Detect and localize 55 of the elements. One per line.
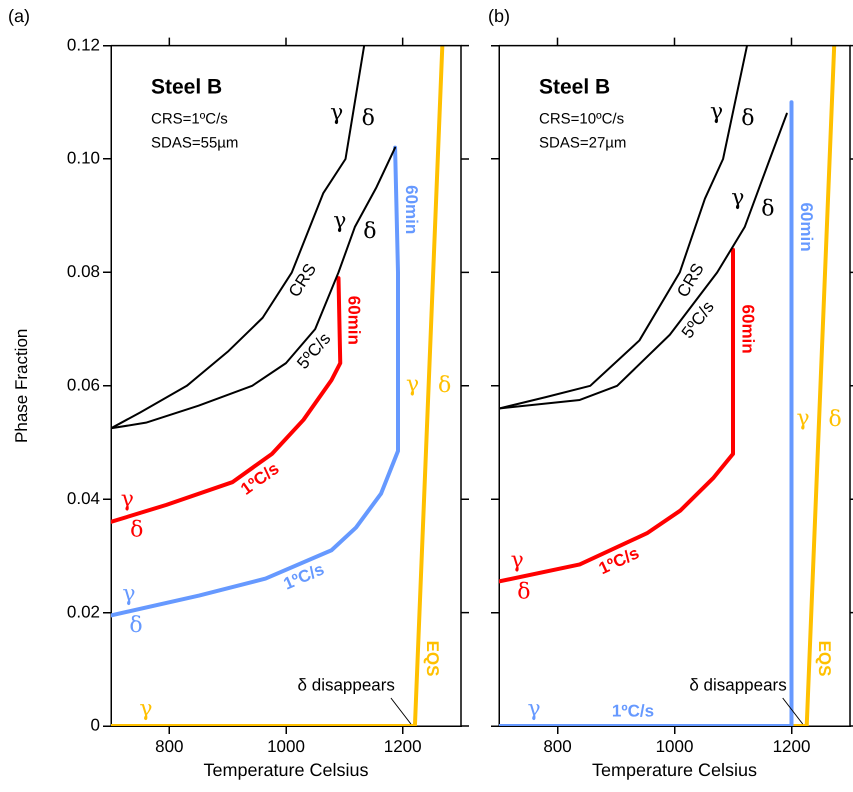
annotation: 60min (344, 296, 364, 345)
annotation: δ (517, 579, 530, 604)
annotation: δ (129, 612, 143, 638)
annotation: 1ºC/s (280, 559, 327, 594)
y-tick-label: 0 (90, 716, 100, 735)
annotation: 1ºC/s (596, 543, 642, 578)
annotation: 60min (796, 202, 816, 252)
y-tick-label: 0.04 (66, 488, 100, 508)
y-tick-label: 0.02 (66, 602, 100, 622)
annotation: CRS=1ºC/s (151, 110, 228, 128)
chart-title: (b) (488, 6, 510, 26)
y-axis-title: Phase Fraction (12, 328, 31, 443)
annotation: δ (761, 196, 775, 222)
annotation: δ disappears (298, 676, 395, 695)
x-axis-title: Temperature Celsius (203, 760, 369, 780)
annotation: γ (710, 99, 724, 124)
x-tick-label: 1000 (656, 736, 694, 756)
y-tick-label: 0.08 (66, 262, 100, 282)
x-axis-title: Temperature Celsius (592, 760, 758, 780)
y-tick-label: 0.10 (66, 148, 100, 168)
annotation: EQS (422, 640, 442, 676)
x-tick-label: 800 (543, 736, 572, 756)
x-tick-label: 1200 (384, 736, 422, 756)
annotation: 60min (402, 185, 421, 234)
annotation: γ (796, 406, 810, 431)
x-tick-label: 800 (155, 736, 184, 756)
y-tick-label: 0.12 (66, 35, 100, 54)
annotation: δ (438, 373, 452, 398)
x-tick-label: 1200 (772, 736, 810, 756)
annotation: γ (139, 696, 153, 722)
annotation: γ (731, 186, 744, 211)
annotation: Steel B (151, 75, 222, 98)
annotation: δ (828, 407, 842, 432)
chart-title: (a) (8, 6, 30, 26)
annotation: δ (130, 517, 144, 542)
annotation: γ (333, 208, 346, 234)
annotation: γ (120, 486, 134, 512)
x-tick-label: 1000 (267, 736, 305, 756)
annotation: δ disappears (689, 676, 787, 695)
annotation: γ (528, 696, 541, 722)
annotation: EQS (814, 640, 834, 676)
annotation: δ (362, 106, 375, 131)
annotation: SDAS=27µm (539, 134, 626, 152)
y-tick-label: 0.06 (66, 375, 100, 394)
annotation: δ (363, 219, 377, 244)
annotation: δ (741, 106, 754, 131)
annotation: 60min (738, 304, 758, 354)
annotation: γ (510, 548, 524, 573)
annotation: γ (330, 100, 344, 126)
annotation: γ (406, 372, 420, 397)
annotation: CRS=10ºC/s (539, 110, 624, 128)
annotation: SDAS=55µm (151, 134, 238, 152)
annotation: Steel B (539, 75, 610, 98)
annotation: 1ºC/s (612, 702, 654, 721)
annotation: γ (122, 582, 136, 607)
